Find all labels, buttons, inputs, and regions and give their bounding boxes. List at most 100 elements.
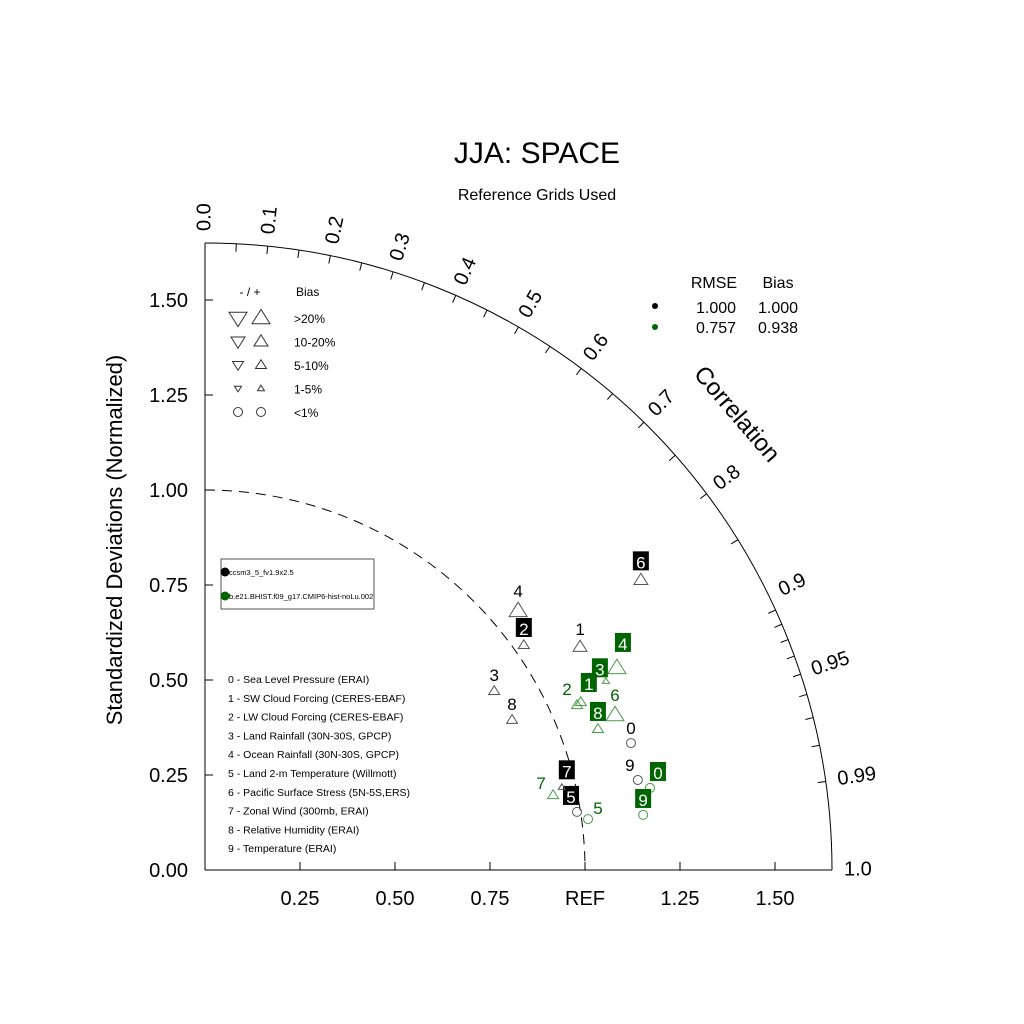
point-label: 5 <box>593 799 602 818</box>
triangle-up-marker <box>254 358 268 370</box>
circle-marker <box>572 806 583 817</box>
x-tick-label: REF <box>565 888 605 910</box>
point-label-box <box>632 551 649 571</box>
triangle-up-marker <box>632 572 649 586</box>
data-point: 7 <box>536 774 560 800</box>
correlation-tick <box>359 262 363 271</box>
correlation-tick <box>792 673 801 678</box>
triangle-up-marker <box>546 788 560 800</box>
point-label: 8 <box>593 704 602 723</box>
correlation-tick <box>421 282 425 291</box>
y-tick-label: 0.75 <box>149 575 188 597</box>
case-legend-marker-2 <box>220 591 230 601</box>
x-tick-label: 0.50 <box>376 888 415 910</box>
point-label-box <box>614 632 631 652</box>
case-legend: ccsm3_5_fv1.9x2.5 b.e21.BHIST.f09_g17.CM… <box>220 558 375 610</box>
y-tick-label: 1.25 <box>149 385 188 407</box>
point-label: 4 <box>513 582 522 601</box>
bias-legend-row-label: 1-5% <box>294 383 322 397</box>
correlation-tick-label: 0.95 <box>808 647 852 680</box>
case-legend-box <box>220 558 375 610</box>
data-point: 9 <box>625 756 643 785</box>
data-point: 1 <box>572 620 588 652</box>
variable-legend: 0 - Sea Level Pressure (ERAI) 1 - SW Clou… <box>228 674 410 855</box>
triangle-up-marker <box>256 384 266 392</box>
variable-legend-item: 8 - Relative Humidity (ERAI) <box>228 824 359 836</box>
x-tick-label: 1.50 <box>756 888 795 910</box>
correlation-tick-label: 0.3 <box>386 230 415 263</box>
correlation-tick <box>699 493 707 500</box>
correlation-axis-label: Correlation <box>688 361 785 468</box>
point-label: 1 <box>575 620 584 639</box>
triangle-up-marker <box>570 698 584 710</box>
data-point: 1 <box>574 672 597 707</box>
triangle-up-marker <box>557 782 567 790</box>
correlation-tick-label: 0.99 <box>836 763 878 790</box>
reference-arc <box>204 489 586 871</box>
stats-bias-case-1: 1.000 <box>758 300 798 317</box>
point-label-box <box>591 658 608 678</box>
variable-legend-item: 2 - LW Cloud Forcing (CERES-EBAF) <box>228 712 403 724</box>
triangle-down-marker <box>228 311 248 328</box>
correlation-tick <box>637 421 645 429</box>
y-tick-label: 0.50 <box>149 670 188 692</box>
correlation-tick <box>730 539 739 545</box>
data-point: 0 <box>625 719 636 749</box>
stats-rmse-case-1: 1.000 <box>696 300 736 317</box>
case-legend-label-1: ccsm3_5_fv1.9x2.5 <box>229 568 294 577</box>
stats-marker-case-1 <box>652 303 658 309</box>
triangle-up-marker <box>505 713 519 724</box>
correlation-tick <box>297 250 300 259</box>
correlation-tick <box>811 744 820 748</box>
bias-legend-row-label: <1% <box>294 406 319 420</box>
correlation-tick <box>390 271 394 280</box>
triangle-up-marker <box>605 705 625 722</box>
correlation-tick-label: 0.7 <box>644 386 679 421</box>
variable-legend-item: 9 - Temperature (ERAI) <box>228 843 336 855</box>
point-label-box <box>558 760 575 780</box>
bias-legend: - / + Bias >20% 10-20% 5-10% 1-5% <1% <box>228 285 336 420</box>
y-tick-label: 1.50 <box>149 290 188 312</box>
variable-legend-item: 4 - Ocean Rainfall (30N-30S, GPCP) <box>228 749 399 761</box>
stats-marker-case-2 <box>652 324 658 330</box>
point-label: 6 <box>610 686 619 705</box>
correlation-tick <box>606 393 613 400</box>
y-axis-label: Standardized Deviations (Normalized) <box>102 355 127 726</box>
data-point: 3 <box>487 666 501 696</box>
point-label: 6 <box>636 553 645 572</box>
triangle-up-marker <box>572 639 588 652</box>
data-point: 6 <box>605 686 625 722</box>
case-legend-label-2: b.e21.BHIST.f09_g17.CMIP6-hist-noLu.002 <box>229 592 373 601</box>
stats-bias-case-2: 0.938 <box>758 320 798 337</box>
stats-rmse-case-2: 0.757 <box>696 320 736 337</box>
triangle-down-marker <box>233 385 243 393</box>
point-label: 4 <box>618 635 627 654</box>
point-label: 7 <box>562 762 571 781</box>
data-point: 4 <box>607 632 631 675</box>
triangle-down-marker <box>231 360 245 372</box>
point-label: 9 <box>625 756 634 775</box>
circle-marker <box>256 407 266 417</box>
y-tick-label: 0.00 <box>149 860 188 882</box>
data-point: 8 <box>505 695 519 724</box>
correlation-tick-label: 1.0 <box>844 858 872 880</box>
point-label: 0 <box>626 719 635 738</box>
data-point: 7 <box>557 760 575 790</box>
triangle-up-marker <box>253 333 269 347</box>
correlation-tick <box>799 693 808 698</box>
point-label: 3 <box>595 660 604 679</box>
correlation-tick-label: 0.5 <box>514 287 547 322</box>
correlation-tick <box>774 623 783 628</box>
data-point: 5 <box>563 785 583 817</box>
circle-marker <box>583 814 594 825</box>
x-tick-label: 0.25 <box>281 888 320 910</box>
triangle-up-marker <box>487 684 501 696</box>
correlation-tick <box>452 295 457 303</box>
point-label: 3 <box>489 666 498 685</box>
triangle-up-marker <box>574 695 588 707</box>
bias-legend-row-label: 5-10% <box>294 359 329 373</box>
correlation-tick-label: 0.0 <box>193 203 215 231</box>
stats-header-rmse: RMSE <box>691 275 737 292</box>
x-tick-label: 1.25 <box>661 888 700 910</box>
